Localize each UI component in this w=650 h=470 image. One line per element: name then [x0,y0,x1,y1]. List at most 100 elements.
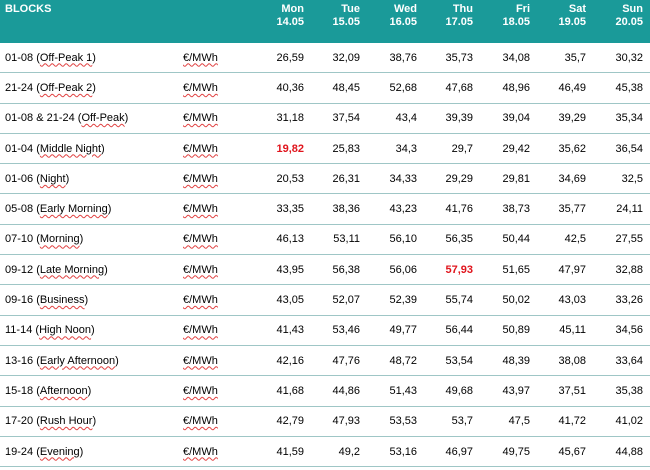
day-name: Thu [452,3,473,15]
price-cell: 29,81 [480,163,537,195]
price-cell: 31,18 [254,103,311,134]
table-row: 13-16 (Early Afternoon) €/MWh 42,16 47,76 48… [0,345,650,377]
price-cell: 49,68 [424,375,480,407]
price-cell: 55,74 [424,284,480,316]
unit-label: €/MWh [183,263,218,276]
price-cell: 29,29 [424,163,480,195]
block-cell: 05-08 (Early Morning) [0,193,183,225]
price-cell: 41,68 [254,375,311,407]
block-name: Morning [39,233,80,246]
price-cell: 30,32 [593,43,650,74]
highlighted-price-cell: 57,93 [424,254,480,286]
day-name: Tue [341,3,360,15]
price-cell: 42,5 [537,224,593,256]
block-hours: 01-04 [5,142,34,155]
price-cell: 34,33 [367,163,424,195]
unit-label: €/MWh [183,445,218,458]
block-name: Off-Peak 2 [39,81,93,94]
price-cell: 41,43 [254,315,311,346]
price-cell: 53,7 [424,406,480,437]
price-cell: 50,89 [480,315,537,346]
day-date: 15.05 [332,16,360,28]
unit-cell: €/MWh [183,72,254,104]
price-cell: 35,38 [593,375,650,407]
table-row: 01-08 (Off-Peak 1) €/MWh 26,59 32,09 38,76 35… [0,43,650,74]
unit-cell: €/MWh [183,375,254,407]
block-cell: 19-24 (Evening) [0,436,183,468]
day-date: 16.05 [389,16,417,28]
price-cell: 41,02 [593,406,650,437]
day-column-header: Mon 14.05 [254,0,311,43]
price-cell: 53,16 [367,436,424,468]
price-cell: 34,56 [593,315,650,346]
blocks-label: BLOCKS [5,3,52,15]
day-name: Wed [393,3,417,15]
unit-label: €/MWh [183,112,218,125]
block-cell: 01-08 & 21-24 (Off-Peak) [0,103,183,134]
unit-cell: €/MWh [183,254,254,286]
price-cell: 36,54 [593,133,650,165]
price-cell: 53,11 [311,224,367,256]
price-cell: 48,45 [311,72,367,104]
price-cell: 29,7 [424,133,480,165]
price-cell: 49,2 [311,436,367,468]
unit-label: €/MWh [183,172,218,185]
block-hours: 07-10 [5,233,34,246]
price-cell: 49,77 [367,315,424,346]
price-cell: 43,05 [254,284,311,316]
day-name: Mon [281,3,304,15]
price-cell: 26,31 [311,163,367,195]
day-header-label: Sun 20.05 [593,0,643,29]
price-cell: 33,64 [593,345,650,377]
price-cell: 44,88 [593,436,650,468]
price-cell: 43,97 [480,375,537,407]
table-row: 09-12 (Late Morning) €/MWh 43,95 56,38 56,06… [0,254,650,286]
price-cell: 33,35 [254,193,311,225]
day-name: Fri [515,3,530,15]
day-header-label: Tue 15.05 [311,0,360,29]
price-cell: 50,02 [480,284,537,316]
table-row: 19-24 (Evening) €/MWh 41,59 49,2 53,16 46,97 4… [0,436,650,468]
table-body: 01-08 (Off-Peak 1) €/MWh 26,59 32,09 38,76 35… [0,43,650,468]
block-hours: 17-20 [5,415,34,428]
table-header-row: BLOCKS Mon 14.05 Tue 15.05 Wed 16.05 Thu 17.05 F… [0,0,650,43]
price-cell: 56,44 [424,315,480,346]
price-cell: 52,68 [367,72,424,104]
unit-cell: €/MWh [183,315,254,346]
price-cell: 45,38 [593,72,650,104]
day-column-header: Wed 16.05 [367,0,424,43]
price-cell: 56,38 [311,254,367,286]
price-cell: 49,75 [480,436,537,468]
day-column-header: Thu 17.05 [424,0,480,43]
unit-cell: €/MWh [183,345,254,377]
block-cell: 09-12 (Late Morning) [0,254,183,286]
price-cell: 52,39 [367,284,424,316]
day-date: 18.05 [502,16,530,28]
block-hours: 15-18 [5,384,34,397]
day-date: 20.05 [615,16,643,28]
unit-label: €/MWh [183,354,218,367]
block-hours: 21-24 [5,81,34,94]
table-row: 15-18 (Afternoon) €/MWh 41,68 44,86 51,43 49,… [0,375,650,407]
day-column-header: Fri 18.05 [480,0,537,43]
price-cell: 25,83 [311,133,367,165]
price-cell: 56,10 [367,224,424,256]
block-name: Afternoon [39,384,88,397]
price-cell: 41,59 [254,436,311,468]
price-cell: 32,09 [311,43,367,74]
unit-cell: €/MWh [183,43,254,74]
day-name: Sun [622,3,643,15]
block-cell: 21-24 (Off-Peak 2) [0,72,183,104]
table-row: 07-10 (Morning) €/MWh 46,13 53,11 56,10 56,35… [0,224,650,256]
price-cell: 33,26 [593,284,650,316]
unit-cell: €/MWh [183,436,254,468]
block-cell: 09-16 (Business) [0,284,183,316]
price-cell: 47,76 [311,345,367,377]
block-name: Off-Peak 1 [39,51,93,64]
price-cell: 32,5 [593,163,650,195]
price-cell: 53,53 [367,406,424,437]
unit-label: €/MWh [183,384,218,397]
block-hours: 01-08 & 21-24 [5,112,75,125]
block-hours: 13-16 [5,354,34,367]
price-cell: 46,13 [254,224,311,256]
